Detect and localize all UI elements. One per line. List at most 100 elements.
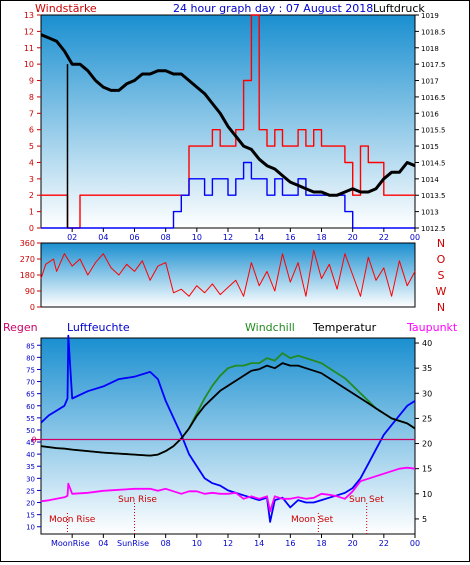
time-tick-label: 18 [316,539,326,548]
wind-tick-label: 12 [24,27,34,36]
temperature-tick-label: 35 [422,364,432,373]
pressure-tick-label: 1018.5 [421,28,446,36]
pressure-tick-label: 1015 [421,143,439,151]
time-tick-label: 00 [410,539,420,548]
pressure-line [40,33,416,197]
humidity-tick-label: 50 [26,427,35,435]
wind-tick-label: 6 [29,126,34,135]
wind-pressure-panel [40,14,416,229]
compass-label: N [437,301,445,314]
time-tick-label: 00 [410,233,420,242]
x-moonrise-label: MoonRise [51,539,90,548]
humidity-tick-label: 75 [26,366,35,374]
time-tick-label: 16 [285,539,295,548]
wind-gust-series [41,14,415,229]
pressure-tick-label: 1016.5 [421,94,446,102]
time-tick-label: 04 [98,233,108,242]
pressure-tick-label: 1019 [421,12,439,20]
humidity-tick-label: 10 [26,524,35,532]
time-tick-label: 12 [223,233,233,242]
temperature-line [40,362,416,457]
luftdruck-label: Luftdruck [373,2,425,15]
humidity-tick-label: 25 [26,487,35,495]
x-sunrise-label: SunRise [117,539,149,548]
humidity-tick-label: 35 [26,463,35,471]
wind-tick-label: 5 [29,142,34,151]
wind-pressure-axes: 0123456789101112131012.510131013.5101410… [24,11,446,242]
temp-humidity-axes: 10 15 20 25 30 35 40 45 50 55 60 65 70 75 80 85 5 10 15 20 2… [26,339,432,548]
wind-tick-label: 3 [29,175,34,184]
pressure-tick-label: 1014.5 [421,159,446,167]
graph-title: 24 hour graph day : 07 August 2018 [173,2,373,15]
wind-tick-label: 10 [24,60,34,69]
time-tick-label: 06 [129,233,139,242]
time-tick-label: 22 [379,233,389,242]
wind-tick-label: 11 [24,44,34,53]
wind-tick-label: 7 [29,109,34,118]
humidity-tick-label: 80 [26,354,35,362]
humidity-tick-label: 15 [26,512,35,520]
wind-tick-label: 2 [29,191,34,200]
humidity-tick-label: 40 [26,451,35,459]
taupunkt-label: Taupunkt [406,321,458,334]
temperature-tick-label: 15 [422,465,432,474]
pressure-tick-label: 1014 [421,176,439,184]
time-tick-label: 18 [316,233,326,242]
temp-humidity-series [40,334,416,523]
time-tick-label: 14 [254,233,264,242]
humidity-line [40,334,416,523]
humidity-tick-label: 70 [26,379,35,387]
temperature-tick-label: 10 [422,490,432,499]
wind-tick-label: 8 [29,93,34,102]
pressure-tick-label: 1013.5 [421,192,446,200]
time-tick-label: 08 [161,539,171,548]
direction-tick-label: 180 [20,271,35,280]
wind-tick-label: 1 [29,208,34,217]
humidity-tick-label: 85 [26,342,35,350]
compass-label: W [436,285,447,298]
time-tick-label: 20 [348,233,358,242]
temperature-tick-label: 30 [422,389,432,398]
pressure-tick-label: 1015.5 [421,127,446,135]
time-tick-label: 20 [348,539,358,548]
compass-label: S [438,269,445,282]
time-tick-label: 12 [223,539,233,548]
pressure-series [40,33,416,228]
humidity-tick-label: 65 [26,391,35,399]
time-tick-label: 22 [379,539,389,548]
time-tick-label: 02 [67,233,77,242]
regen-label: Regen [3,321,38,334]
direction-tick-label: 360 [20,239,35,248]
time-tick-label: 14 [254,539,264,548]
sun-set-label: Sun Set [349,495,384,505]
wind-gust-line [41,14,415,229]
time-tick-label: 08 [161,233,171,242]
temperatur-label: Temperatur [312,321,377,334]
humidity-tick-label: 30 [26,475,35,483]
humidity-tick-label: 45 [26,439,35,447]
wind-tick-label: 9 [29,77,34,86]
time-tick-label: 10 [192,539,202,548]
time-tick-label: 10 [192,233,202,242]
direction-tick-label: 270 [20,255,35,264]
pressure-tick-label: 1017.5 [421,61,446,69]
pressure-tick-label: 1012.5 [421,225,446,233]
wind-tick-label: 13 [24,11,34,20]
windchill-label: Windchill [245,321,295,334]
wind-direction-series [40,249,416,297]
moon-set-label: Moon Set [291,515,334,525]
humidity-tick-label: 55 [26,415,35,423]
rain-zero-label: 0 [31,436,36,445]
luftfeuchte-label: Luftfeuchte [67,321,130,334]
humidity-tick-label: 60 [26,403,35,411]
direction-tick-label: 90 [25,287,35,296]
windstaerke-label: Windstärke [35,2,97,15]
pressure-tick-label: 1013 [421,209,439,217]
pressure-tick-label: 1016 [421,110,439,118]
wind-tick-label: 0 [29,224,34,233]
pressure-tick-label: 1018 [421,45,439,53]
temperature-tick-label: 20 [422,440,432,449]
sun-rise-label: Sun Rise [118,495,157,505]
direction-tick-label: 0 [30,303,35,312]
